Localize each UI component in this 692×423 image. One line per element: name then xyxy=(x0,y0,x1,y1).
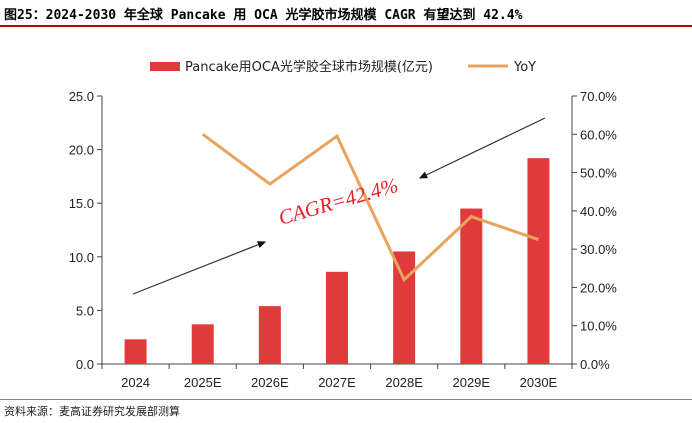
y-left-tick-label: 15.0 xyxy=(69,196,94,211)
figure-title: 图25：2024-2030 年全球 Pancake 用 OCA 光学胶市场规模 … xyxy=(4,8,523,23)
yoy-line xyxy=(201,133,539,283)
plot-area: 0.0 5.0 10.0 15.0 20.0 25.0 0.0% 10.0% 20.0% 30.0… xyxy=(69,89,618,390)
bar xyxy=(124,339,147,364)
bar xyxy=(191,324,214,364)
bar xyxy=(527,158,550,364)
y-right-tick-label: 70.0% xyxy=(580,89,617,104)
cagr-annotation: CAGR=42.4% xyxy=(276,173,401,230)
y-left-tick-label: 10.0 xyxy=(69,250,94,265)
legend: Pancake用OCA光学胶全球市场规模(亿元) YoY xyxy=(150,59,536,75)
y-right-tick-label: 50.0% xyxy=(580,166,617,181)
y-left-tick-label: 5.0 xyxy=(76,303,94,318)
x-tick-label: 2029E xyxy=(452,375,490,390)
legend-line-label: YoY xyxy=(513,60,536,75)
x-tick-label: 2027E xyxy=(318,375,356,390)
y-right-tick-label: 20.0% xyxy=(580,280,617,295)
y-right-tick-label: 40.0% xyxy=(580,204,617,219)
legend-bar-label: Pancake用OCA光学胶全球市场规模(亿元) xyxy=(185,59,433,75)
y-right-tick-label: 0.0% xyxy=(580,357,610,372)
y-left-tick-label: 20.0 xyxy=(69,143,94,158)
x-tick-label: 2030E xyxy=(520,375,558,390)
annotation-layer: CAGR=42.4% xyxy=(132,117,546,295)
bar xyxy=(326,271,348,364)
x-tick-label: 2028E xyxy=(385,375,423,390)
y-left-tick-label: 25.0 xyxy=(69,89,94,104)
y-right-tick-label: 60.0% xyxy=(580,127,617,142)
footer-divider xyxy=(0,399,692,400)
source-note: 资料来源：麦高证券研究发展部测算 xyxy=(4,405,180,418)
bar xyxy=(258,306,281,364)
x-tick-label: 2025E xyxy=(184,375,222,390)
trend-line-right xyxy=(418,117,546,179)
trend-arrow-left xyxy=(132,241,267,295)
bar xyxy=(393,251,416,364)
bar xyxy=(460,208,483,364)
y-right-tick-label: 10.0% xyxy=(580,319,617,334)
x-tick-label: 2024 xyxy=(121,375,150,390)
y-left-tick-label: 0.0 xyxy=(76,357,94,372)
y-right-tick-label: 30.0% xyxy=(580,242,617,257)
title-divider xyxy=(0,25,692,27)
legend-bar-swatch xyxy=(150,62,180,71)
x-tick-label: 2026E xyxy=(251,375,289,390)
